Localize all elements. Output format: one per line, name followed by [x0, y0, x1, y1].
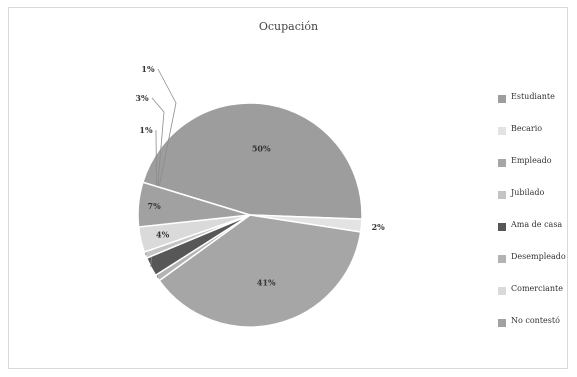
legend-item: Becario — [498, 124, 566, 156]
legend-swatch — [498, 191, 506, 199]
legend-item: Comerciante — [498, 284, 566, 316]
slice-data-label: 3% — [135, 93, 149, 103]
chart-title: Ocupación — [258, 20, 319, 33]
legend-item: Empleado — [498, 156, 566, 188]
legend-label: Becario — [511, 124, 543, 133]
pie-slice-empleado — [158, 214, 362, 328]
legend-swatch — [498, 95, 506, 103]
legend-item: Ama de casa — [498, 220, 566, 252]
pie-slice-estudiante — [141, 102, 363, 220]
slice-data-label: 7% — [148, 201, 162, 211]
legend-label: Jubilado — [511, 188, 545, 197]
legend-label: Desempleado — [511, 252, 566, 261]
slice-data-label: 2% — [372, 222, 386, 232]
legend-swatch — [498, 287, 506, 295]
slice-data-label: 41% — [257, 278, 276, 288]
pie-slice-no-contesto — [137, 181, 251, 228]
legend-item: Estudiante — [498, 92, 566, 124]
slice-data-label: 50% — [252, 144, 271, 154]
slice-data-label: 4% — [156, 230, 170, 240]
legend-swatch — [498, 159, 506, 167]
legend-label: Estudiante — [511, 92, 555, 101]
legend-label: Empleado — [511, 156, 552, 165]
slice-data-label: 1% — [141, 64, 155, 74]
legend-item: Desempleado — [498, 252, 566, 284]
legend-swatch — [498, 223, 506, 231]
legend-item: No contestó — [498, 316, 566, 348]
chart-legend: Estudiante Becario Empleado Jubilado Ama de … — [498, 92, 566, 348]
legend-item: Jubilado — [498, 188, 566, 220]
legend-swatch — [498, 127, 506, 135]
legend-swatch — [498, 255, 506, 263]
legend-label: Comerciante — [511, 284, 563, 293]
legend-swatch — [498, 319, 506, 327]
legend-label: Ama de casa — [511, 220, 563, 229]
slice-data-label: 1% — [139, 125, 153, 135]
legend-label: No contestó — [511, 316, 560, 325]
